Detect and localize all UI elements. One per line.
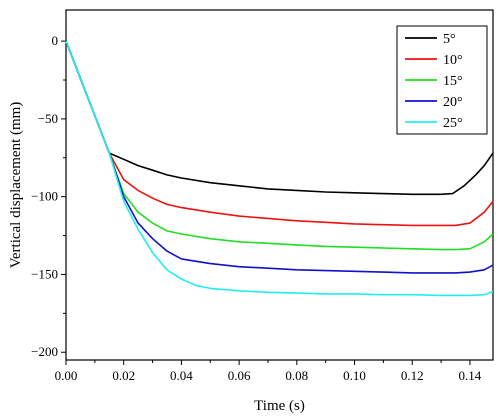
- legend: 5° 10° 15° 20° 25°: [396, 25, 488, 135]
- y-axis: 0 −50 −100 −150 −200: [31, 33, 66, 359]
- legend-label-2: 10°: [443, 53, 463, 68]
- legend-label-1: 5°: [443, 32, 456, 47]
- legend-label-5: 25°: [443, 116, 463, 131]
- x-tick-label: 0.12: [401, 368, 424, 383]
- y-tick-label: −200: [31, 344, 58, 359]
- x-axis-title: Time (s): [254, 398, 305, 414]
- x-tick-label: 0.00: [55, 368, 78, 383]
- series-line-5: [65, 40, 494, 297]
- y-tick-label: −100: [31, 189, 58, 204]
- series-group: [65, 40, 494, 297]
- x-tick-label: 0.10: [343, 368, 366, 383]
- x-tick-label: 0.06: [228, 368, 251, 383]
- x-tick-label: 0.02: [112, 368, 135, 383]
- series-line-1: [65, 40, 494, 196]
- y-tick-label: 0: [52, 33, 59, 48]
- y-tick-label: −150: [31, 266, 58, 281]
- y-axis-title: Vertical displacement (mm): [8, 102, 24, 269]
- legend-label-3: 15°: [443, 74, 463, 89]
- legend-label-4: 20°: [443, 95, 463, 110]
- plot-area: [65, 9, 494, 361]
- x-tick-label: 0.14: [459, 368, 482, 383]
- x-tick-label: 0.04: [170, 368, 193, 383]
- series-line-2: [65, 40, 494, 227]
- y-tick-label: −50: [38, 111, 58, 126]
- x-tick-label: 0.08: [285, 368, 308, 383]
- x-axis: 0.00 0.02 0.04 0.06 0.08 0.10 0.12 0.14: [55, 360, 482, 383]
